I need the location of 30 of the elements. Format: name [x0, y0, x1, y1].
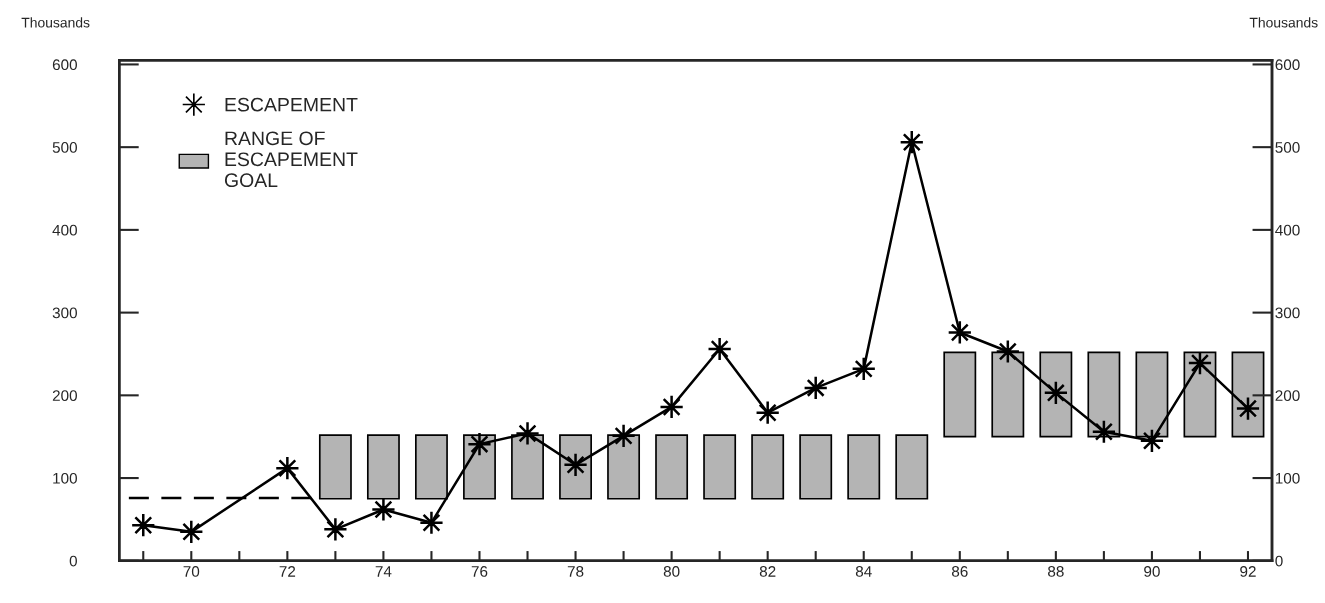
x-tick-label: 82: [759, 566, 776, 577]
y-tick-label: 200: [52, 390, 77, 402]
y2-tick-label: 200: [1275, 390, 1300, 402]
x-tick-label: 74: [375, 566, 392, 577]
y-tick-label: 0: [69, 555, 77, 567]
x-tick-label: 80: [663, 566, 680, 577]
x-tick-label: 70: [183, 566, 200, 577]
x-tick-label: 84: [855, 566, 872, 577]
x-tick-label: 88: [1048, 566, 1064, 577]
y-tick-label: 300: [52, 307, 77, 319]
x-tick-label: 78: [567, 566, 584, 577]
x-tick-label: 92: [1240, 566, 1256, 577]
y-tick-label: 500: [52, 142, 77, 153]
legend-label: ESCAPEMENT: [225, 97, 358, 112]
y2-tick-label: 400: [1275, 224, 1300, 236]
legend-label: RANGE OF ESCAPEMENT GOAL: [224, 131, 358, 188]
y2-tick-label: 100: [1275, 472, 1300, 484]
y-tick-label: 600: [52, 59, 77, 71]
y2-axis-title: Thousands: [1249, 17, 1318, 28]
x-tick-label: 86: [951, 566, 968, 577]
y2-tick-label: 600: [1275, 59, 1300, 71]
x-tick-label: 72: [279, 566, 296, 577]
y2-tick-label: 0: [1275, 555, 1283, 567]
y-tick-label: 100: [53, 472, 77, 484]
y-tick-label: 400: [52, 224, 77, 236]
x-tick-label: 90: [1144, 566, 1160, 577]
y-axis-title: Thousands: [21, 17, 90, 28]
y2-tick-label: 500: [1275, 142, 1300, 153]
x-tick-label: 76: [471, 566, 488, 577]
y2-tick-label: 300: [1275, 307, 1300, 319]
